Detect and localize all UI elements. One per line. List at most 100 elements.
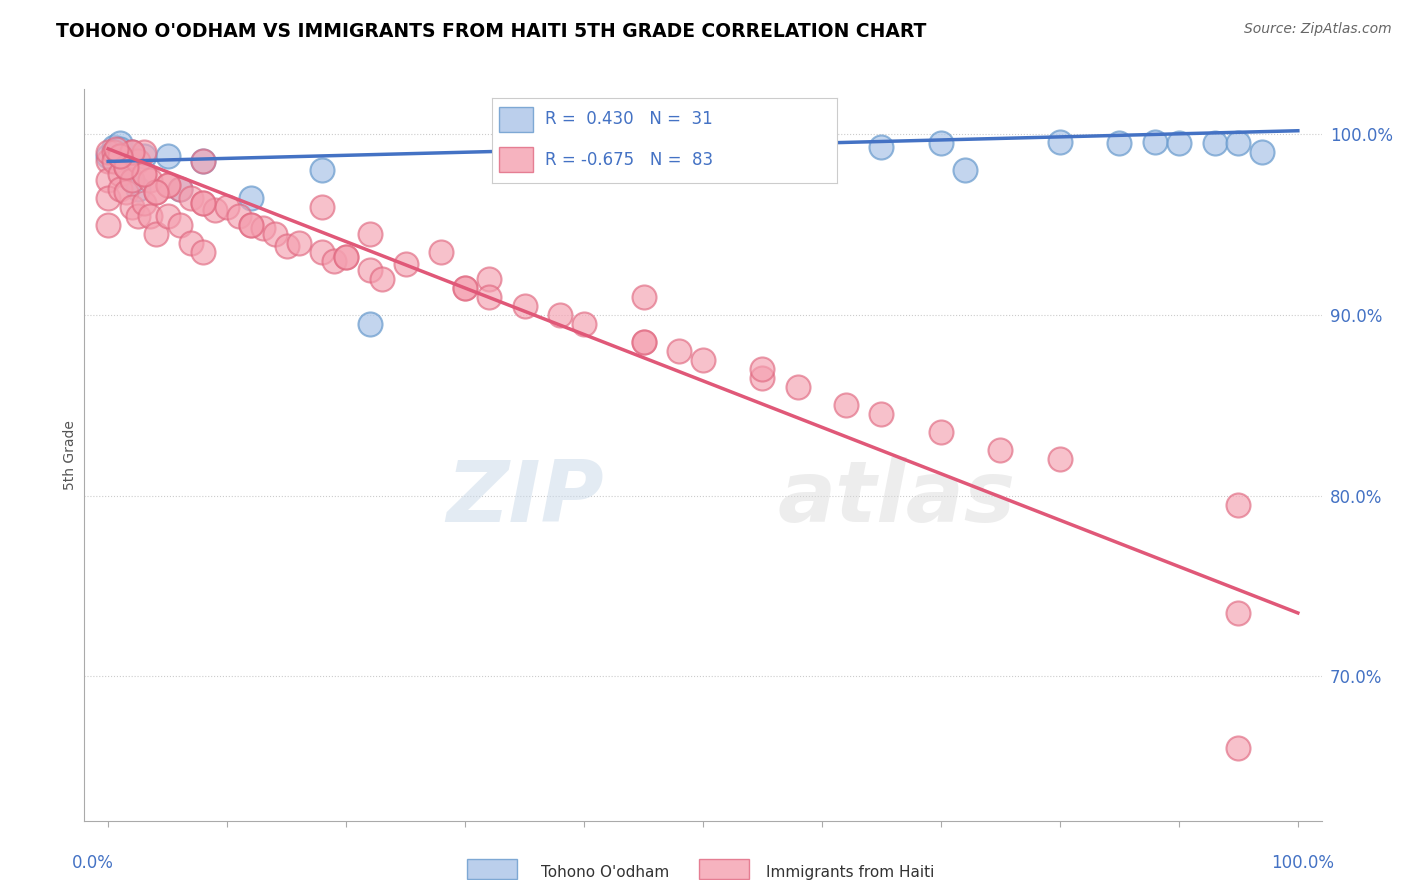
Point [359, 227, 381, 241]
Point [217, 200, 239, 214]
Point [169, 218, 191, 232]
Point [105, 142, 128, 156]
Point [359, 262, 381, 277]
Text: 0.0%: 0.0% [72, 854, 114, 871]
Point [239, 218, 262, 232]
Point [115, 160, 138, 174]
Point [193, 154, 215, 169]
Text: R =  0.430   N =  31: R = 0.430 N = 31 [546, 111, 713, 128]
Text: ZIP: ZIP [446, 458, 605, 541]
Point [572, 317, 595, 331]
Point [132, 167, 155, 181]
Point [430, 244, 453, 259]
Point [108, 167, 131, 181]
Point [97, 172, 120, 186]
Bar [499, 147, 533, 172]
Point [156, 178, 179, 192]
Point [478, 272, 501, 286]
Point [252, 221, 274, 235]
Point [633, 334, 655, 349]
Text: Source: ZipAtlas.com: Source: ZipAtlas.com [1244, 22, 1392, 37]
Point [97, 145, 120, 160]
Point [107, 145, 129, 160]
Point [115, 160, 138, 174]
Point [548, 138, 571, 153]
Point [1227, 136, 1250, 151]
Point [359, 317, 381, 331]
Point [108, 149, 131, 163]
Point [193, 196, 215, 211]
Point [108, 142, 131, 156]
Point [633, 334, 655, 349]
Point [121, 200, 143, 214]
Point [478, 290, 501, 304]
Point [668, 344, 690, 359]
Point [103, 145, 125, 160]
Bar [499, 106, 533, 132]
Point [287, 235, 309, 250]
Text: Immigrants from Haiti: Immigrants from Haiti [766, 865, 935, 880]
Point [108, 136, 131, 151]
Point [870, 407, 893, 421]
Point [311, 200, 333, 214]
Point [132, 149, 155, 163]
Point [1227, 741, 1250, 756]
Point [1227, 498, 1250, 512]
Point [132, 196, 155, 211]
Point [139, 209, 162, 223]
Point [870, 140, 893, 154]
Point [323, 253, 346, 268]
Point [1108, 136, 1130, 151]
Point [1144, 135, 1167, 149]
Point [193, 154, 215, 169]
Point [145, 185, 167, 199]
Point [263, 227, 285, 241]
Point [1049, 135, 1071, 149]
Point [239, 190, 262, 204]
Point [787, 380, 810, 394]
Point [1251, 145, 1274, 160]
Point [169, 181, 191, 195]
Point [121, 145, 143, 160]
Point [751, 362, 773, 376]
Point [193, 244, 215, 259]
Text: 100.0%: 100.0% [1271, 854, 1334, 871]
Point [103, 140, 125, 154]
Point [115, 185, 138, 199]
Text: Tohono O'odham: Tohono O'odham [541, 865, 669, 880]
Point [139, 172, 162, 186]
Point [811, 136, 834, 151]
Point [335, 250, 357, 264]
Point [513, 140, 536, 154]
Point [953, 163, 976, 178]
Point [1049, 452, 1071, 467]
Point [835, 398, 858, 412]
Point [156, 178, 179, 192]
Point [127, 181, 149, 195]
Point [311, 244, 333, 259]
Point [169, 181, 191, 195]
Point [751, 371, 773, 385]
Point [193, 196, 215, 211]
Point [121, 172, 143, 186]
Point [127, 209, 149, 223]
Point [1227, 606, 1250, 620]
Point [97, 154, 120, 169]
Point [239, 218, 262, 232]
Point [692, 353, 714, 368]
Point [127, 154, 149, 169]
Point [108, 149, 131, 163]
Point [156, 209, 179, 223]
Point [394, 257, 416, 271]
Point [180, 190, 202, 204]
Point [108, 181, 131, 195]
Point [132, 167, 155, 181]
Point [548, 308, 571, 322]
Point [115, 151, 138, 165]
Point [97, 218, 120, 232]
Point [929, 136, 952, 151]
Point [121, 145, 143, 160]
Point [1204, 136, 1226, 151]
Point [103, 154, 125, 169]
Point [97, 190, 120, 204]
